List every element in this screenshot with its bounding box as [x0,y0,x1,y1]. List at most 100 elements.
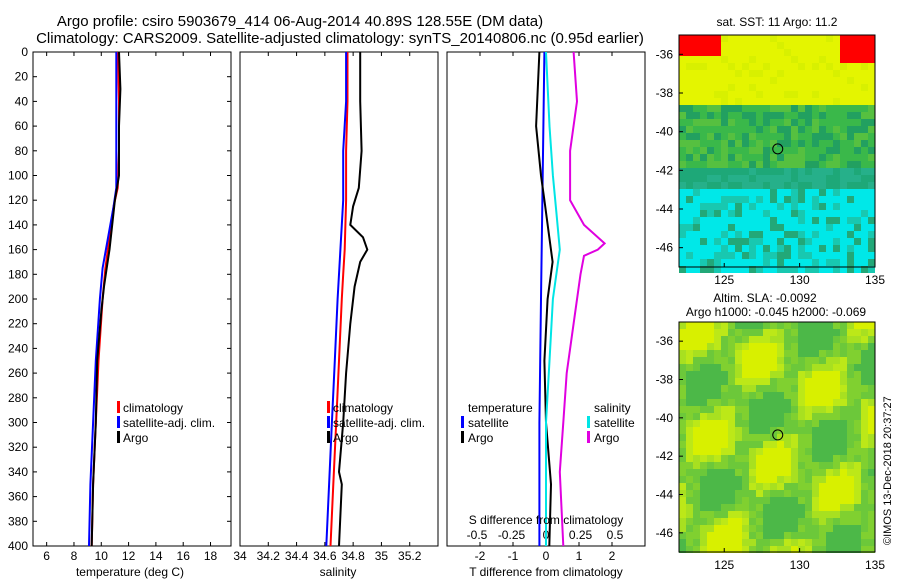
sst-heatmap-cell [777,56,784,63]
sst-heatmap-cell [700,63,707,70]
sla-heatmap-cell [798,518,805,525]
sst-heatmap-cell [679,126,686,133]
sla-heatmap-cell [819,392,826,399]
sla-heatmap-cell [847,427,854,434]
legend-swatch-climatology [117,401,120,413]
sla-heatmap-cell [840,490,847,497]
sla-heatmap-cell [735,532,742,539]
sst-heatmap-cell [707,91,714,98]
sst-heatmap-cell [714,70,721,77]
sla-heatmap-cell [861,364,868,371]
sst-heatmap-cell [805,231,812,238]
sla-heatmap-cell [693,511,700,518]
sla-heatmap-cell [868,322,875,329]
sst-heatmap-cell [686,224,693,231]
sst-heatmap-cell [861,203,868,210]
sst-heatmap-cell [868,161,875,168]
sst-heatmap-cell [854,112,861,119]
sla-heatmap-cell [756,399,763,406]
sla-heatmap-cell [735,469,742,476]
sla-heatmap-cell [735,546,742,553]
sla-heatmap-cell [749,539,756,546]
sla-heatmap-cell [826,539,833,546]
sla-heatmap-cell [728,532,735,539]
sst-heatmap-cell [784,112,791,119]
sla-heatmap-cell [763,336,770,343]
sst-heatmap-cell [763,84,770,91]
sst-heatmap-cell [756,196,763,203]
sst-heatmap-cell [693,77,700,84]
sst-heatmap-cell [777,119,784,126]
sst-heatmap-cell [826,63,833,70]
sst-heatmap-cell [700,133,707,140]
sst-heatmap-cell [805,70,812,77]
sla-heatmap-cell [777,413,784,420]
sst-heatmap-cell [700,105,707,112]
sla-heatmap-cell [847,469,854,476]
sla-heatmap-cell [686,448,693,455]
sst-heatmap-cell [728,196,735,203]
sst-heatmap-cell [749,259,756,266]
sla-heatmap-cell [791,539,798,546]
sst-heatmap-cell [756,35,763,42]
sla-heatmap-cell [735,364,742,371]
sst-heatmap-cell [686,266,693,273]
sst-heatmap-cell [812,84,819,91]
sla-heatmap-cell [840,476,847,483]
sla-heatmap-cell [805,434,812,441]
sla-heatmap-cell [833,469,840,476]
t-difference-tick-label: 1 [576,549,583,563]
depth-tick-label: 240 [8,341,28,355]
sla-heatmap-cell [756,371,763,378]
sla-heatmap-cell [868,469,875,476]
sla-heatmap-cell [770,427,777,434]
sla-heatmap-cell [700,469,707,476]
legend-label-satellite: satellite-adj. clim. [333,416,425,430]
sla-heatmap-cell [742,329,749,336]
sst-heatmap-cell [798,91,805,98]
sla-heatmap-cell [826,350,833,357]
sst-heatmap-cell [798,196,805,203]
sst-heatmap-cell [784,140,791,147]
sla-heatmap-cell [735,336,742,343]
sla-heatmap-cell [784,518,791,525]
sla-heatmap-cell [826,546,833,553]
sla-heatmap-cell [742,413,749,420]
depth-tick-label: 60 [15,119,29,133]
sla-heatmap-cell [854,525,861,532]
sst-heatmap-cell [770,49,777,56]
sst-heatmap-cell [868,49,875,56]
sla-heatmap-cell [679,455,686,462]
sst-heatmap-cell [735,70,742,77]
sla-heatmap-cell [742,427,749,434]
sst-heatmap-cell [749,98,756,105]
sst-heatmap-cell [700,175,707,182]
sla-heatmap-cell [770,329,777,336]
sla-heatmap-cell [714,371,721,378]
legend-title-temperature: temperature [468,401,533,415]
sst-heatmap-cell [735,126,742,133]
sst-heatmap-cell [819,238,826,245]
sst-heatmap-cell [742,140,749,147]
sst-heatmap-cell [798,70,805,77]
sst-heatmap-cell [812,245,819,252]
sla-heatmap-cell [679,392,686,399]
sla-heatmap-cell [770,350,777,357]
sst-heatmap-cell [756,112,763,119]
sst-heatmap-cell [819,42,826,49]
sst-heatmap-cell [693,133,700,140]
sla-heatmap-cell [742,434,749,441]
sst-heatmap-cell [742,133,749,140]
sla-heatmap-cell [693,392,700,399]
sla-heatmap-cell [714,448,721,455]
sst-heatmap-cell [798,147,805,154]
sla-heatmap-cell [700,539,707,546]
sst-heatmap-cell [693,189,700,196]
sst-heatmap-cell [854,224,861,231]
sst-map-lat-label: -44 [656,202,674,216]
sla-heatmap-cell [756,413,763,420]
sla-heatmap-cell [861,399,868,406]
sst-heatmap-cell [742,35,749,42]
sla-heatmap-cell [735,413,742,420]
sst-heatmap-cell [728,266,735,273]
